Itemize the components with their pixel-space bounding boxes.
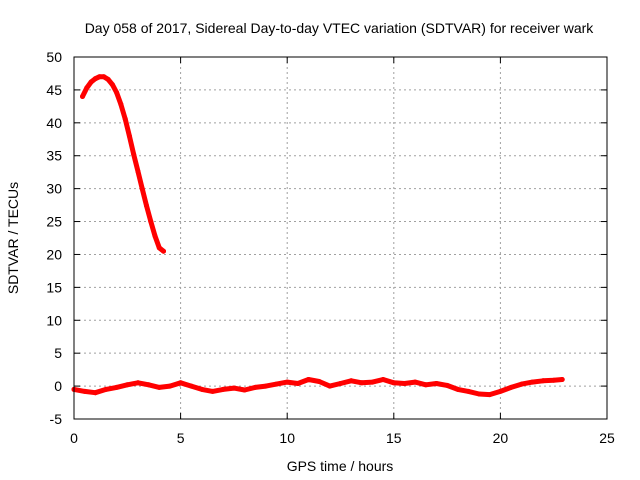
data-point: [327, 383, 333, 389]
y-tick-label: 50: [46, 49, 62, 65]
data-point: [476, 391, 482, 397]
data-point: [274, 381, 279, 387]
grid-layer: [74, 57, 607, 419]
data-point: [220, 386, 226, 392]
data-point: [359, 380, 365, 386]
data-point: [252, 384, 258, 390]
data-point: [161, 248, 166, 254]
data-point: [105, 76, 111, 82]
data-point: [148, 219, 154, 224]
data-point: [370, 379, 375, 385]
data-point: [88, 79, 94, 85]
series-layer: [71, 74, 565, 398]
data-point: [519, 381, 525, 387]
data-point: [80, 94, 85, 99]
y-tick-label: 40: [46, 115, 62, 131]
y-tick-label: 10: [46, 312, 62, 328]
data-point: [242, 387, 248, 393]
data-point: [126, 133, 132, 139]
data-point: [540, 378, 546, 384]
x-tick-label: 15: [386, 430, 402, 446]
data-point: [92, 76, 98, 82]
data-point: [167, 383, 173, 389]
data-point: [455, 386, 461, 392]
data-point: [444, 382, 450, 388]
data-point: [210, 388, 216, 394]
data-point: [188, 383, 194, 389]
data-point: [144, 203, 149, 209]
y-tick-label: 30: [46, 181, 62, 197]
data-point: [231, 385, 237, 391]
y-tick-label: 20: [46, 246, 62, 262]
y-tick-label: 15: [46, 279, 62, 295]
data-point: [124, 382, 130, 388]
data-point: [156, 384, 162, 390]
data-point: [316, 379, 322, 384]
data-point: [465, 388, 471, 394]
data-point: [109, 82, 115, 88]
series-line-2: [80, 74, 166, 254]
data-point: [114, 384, 120, 390]
x-tick-label: 5: [177, 430, 185, 446]
data-point: [338, 381, 343, 386]
data-point: [551, 377, 557, 383]
data-point: [412, 379, 418, 385]
y-tick-label: 35: [46, 148, 62, 164]
data-point: [508, 384, 514, 390]
data-point: [135, 380, 141, 386]
data-point: [559, 377, 565, 382]
y-axis-label: SDTVAR / TECUs: [5, 182, 21, 294]
data-point: [118, 101, 124, 107]
data-point: [135, 169, 141, 174]
x-tick-label: 25: [599, 430, 615, 446]
data-point: [529, 379, 535, 385]
y-tick-label: 0: [54, 378, 62, 394]
data-point: [284, 379, 290, 385]
data-point: [263, 383, 269, 389]
data-point: [131, 151, 137, 157]
data-point: [103, 386, 109, 392]
y-tick-label: 45: [46, 82, 62, 98]
data-point: [97, 74, 103, 80]
data-point: [156, 245, 162, 251]
data-point: [152, 233, 158, 239]
y-tick-label: 25: [46, 214, 62, 230]
data-point: [82, 388, 88, 394]
x-tick-label: 10: [279, 430, 295, 446]
data-point: [295, 381, 301, 386]
data-point: [92, 390, 98, 396]
data-point: [178, 380, 184, 386]
data-point: [391, 380, 397, 386]
plot-frame: [73, 56, 608, 420]
data-point: [139, 186, 145, 192]
data-point: [84, 85, 90, 91]
data-point: [497, 388, 503, 394]
tick-layer: 0 5 10 15 20 25 -5 0 5 10 15 20 25 30 35 40 45 50: [46, 49, 615, 446]
data-point: [114, 90, 120, 95]
y-tick-label: 5: [54, 345, 62, 361]
chart-title: Day 058 of 2017, Sidereal Day-to-day VTE…: [85, 20, 595, 36]
data-point: [380, 377, 386, 382]
data-point: [146, 382, 152, 388]
data-point: [487, 392, 493, 398]
y-tick-label: -5: [50, 411, 63, 427]
data-point: [433, 381, 439, 386]
data-point: [122, 116, 128, 122]
data-point: [101, 74, 107, 80]
x-tick-label: 0: [70, 430, 78, 446]
data-point: [402, 381, 407, 386]
x-tick-label: 20: [493, 430, 509, 446]
data-point: [348, 378, 354, 384]
data-point: [306, 377, 311, 382]
data-point: [423, 382, 429, 388]
x-axis-label: GPS time / hours: [287, 458, 394, 474]
data-point: [199, 386, 205, 392]
